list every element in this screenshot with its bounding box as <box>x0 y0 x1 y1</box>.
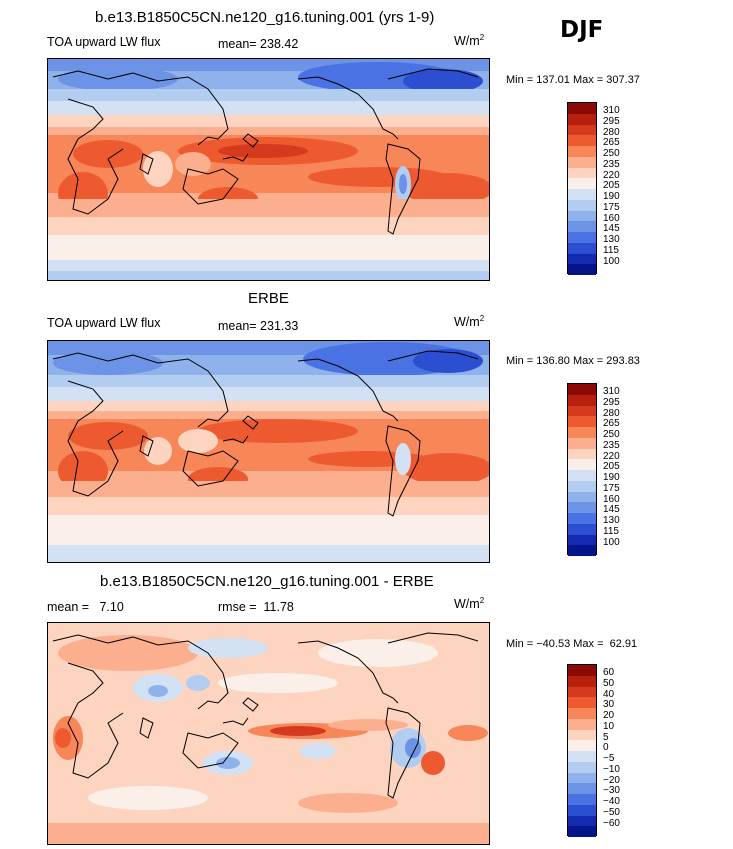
panel2-colorbar-ticks: 310 295 280 265 250 235 220 205 190 175 … <box>603 387 643 548</box>
panel1-tick: 190 <box>603 191 620 202</box>
panel1-variable-label: TOA upward LW flux <box>47 35 161 49</box>
panel2-tick: 160 <box>603 493 620 505</box>
panel1-colorbar <box>567 102 597 275</box>
panel1-tick: 235 <box>603 158 620 170</box>
panel3-tick: −20 <box>603 774 620 786</box>
panel2-units: W/m2 <box>454 314 485 330</box>
panel1-map <box>47 58 490 281</box>
panel3-units: W/m2 <box>454 596 485 612</box>
panel3-title: b.e13.B1850C5CN.ne120_g16.tuning.001 - E… <box>100 573 434 590</box>
panel3-minmax: Min = −40.53 Max = 62.91 <box>506 638 638 650</box>
panel2-tick: 115 <box>603 525 619 537</box>
panel2-tick: 280 <box>603 407 620 419</box>
panel2-tick: 250 <box>603 429 620 440</box>
panel2-minmax: Min = 136.80 Max = 293.83 <box>506 355 640 367</box>
panel2-colorbar <box>567 383 597 556</box>
panel1-mean: mean= 238.42 <box>218 37 299 51</box>
panel1-tick: 250 <box>603 148 620 159</box>
panel3-tick: 40 <box>603 688 615 700</box>
panel3-tick: 30 <box>603 699 615 711</box>
panel1-tick: 145 <box>603 223 620 235</box>
panel3-tick: −10 <box>603 763 620 775</box>
season-label: DJF <box>560 17 604 43</box>
panel1-tick: 310 <box>603 105 620 116</box>
panel2-title: ERBE <box>248 290 289 307</box>
panel2-map-plot <box>48 341 489 562</box>
panel2-tick: 175 <box>603 482 620 494</box>
panel2-tick: 235 <box>603 439 620 451</box>
panel1-tick: 265 <box>603 137 620 149</box>
panel3-tick: −40 <box>603 796 620 807</box>
panel1-tick: 175 <box>603 201 620 213</box>
panel2-tick: 265 <box>603 418 620 430</box>
panel3-tick: 60 <box>603 667 615 678</box>
panel1-tick: 280 <box>603 126 620 138</box>
panel1-tick: 115 <box>603 244 619 256</box>
panel2-map <box>47 340 490 563</box>
panel3-tick: −30 <box>603 785 620 797</box>
panel1-tick: 205 <box>603 180 620 192</box>
panel2-tick: 295 <box>603 396 620 408</box>
panel2-tick: 220 <box>603 450 620 462</box>
panel2-tick: 100 <box>603 536 620 548</box>
panel2-tick: 310 <box>603 386 620 397</box>
panel2-tick: 130 <box>603 515 620 526</box>
panel3-tick: −60 <box>603 817 620 829</box>
panel3-map <box>47 622 490 845</box>
panel3-tick: 10 <box>603 720 615 732</box>
panel3-colorbar-ticks: 60 50 40 30 20 10 5 0 −5 −10 −20 −30 −40… <box>603 668 643 829</box>
panel3-tick: −5 <box>603 753 615 764</box>
panel1-tick: 220 <box>603 169 620 181</box>
panel3-tick: 5 <box>603 731 609 743</box>
panel1-tick: 100 <box>603 255 620 267</box>
panel3-tick: 50 <box>603 677 615 689</box>
panel3-tick: 20 <box>603 710 615 721</box>
panel3-tick: −50 <box>603 806 620 818</box>
panel1-tick: 130 <box>603 234 620 245</box>
panel1-title: b.e13.B1850C5CN.ne120_g16.tuning.001 (yr… <box>95 9 435 26</box>
panel3-map-plot <box>48 623 489 844</box>
panel3-rmse: rmse = 11.78 <box>218 600 294 614</box>
panel1-minmax: Min = 137.01 Max = 307.37 <box>506 74 640 86</box>
panel3-colorbar <box>567 664 597 837</box>
panel2-variable-label: TOA upward LW flux <box>47 316 161 330</box>
panel1-tick: 295 <box>603 115 620 127</box>
panel1-tick: 160 <box>603 212 620 224</box>
panel1-map-plot <box>48 59 489 280</box>
panel1-colorbar-ticks: 310 295 280 265 250 235 220 205 190 175 … <box>603 106 643 267</box>
panel2-mean: mean= 231.33 <box>218 319 299 333</box>
panel3-tick: 0 <box>603 742 609 754</box>
panel2-tick: 145 <box>603 504 620 516</box>
panel1-units: W/m2 <box>454 33 485 49</box>
panel2-tick: 205 <box>603 461 620 473</box>
panel2-tick: 190 <box>603 472 620 483</box>
panel3-mean: mean = 7.10 <box>47 600 124 614</box>
